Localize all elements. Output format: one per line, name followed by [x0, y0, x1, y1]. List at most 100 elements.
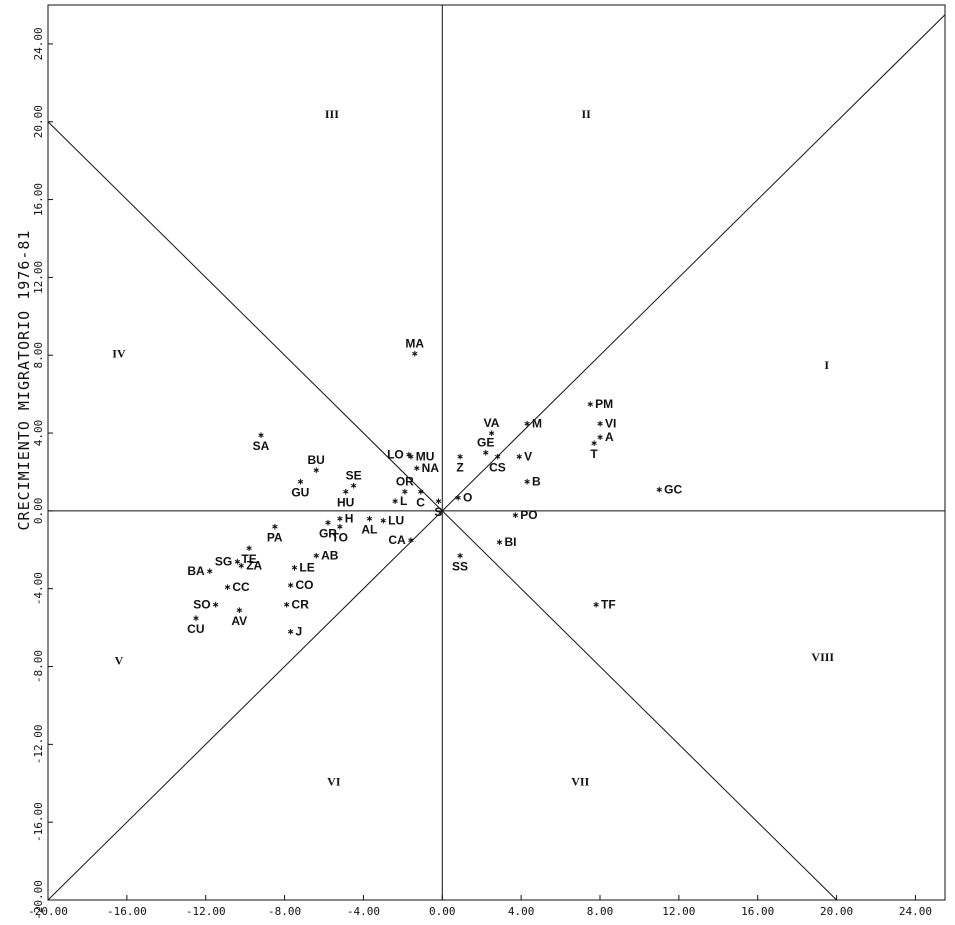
point-label: SO [193, 597, 210, 611]
data-point: ∗ PO [511, 508, 537, 522]
y-tick-label: 12.00 [32, 261, 45, 294]
point-marker: ∗ [456, 552, 464, 562]
data-point: ∗ M [523, 416, 542, 430]
data-point: ∗HU [337, 487, 354, 509]
data-point: ∗BA [187, 564, 213, 578]
x-tick-label: -16.00 [107, 905, 147, 918]
point-marker: ∗ [237, 561, 245, 571]
x-tick-label: -4.00 [347, 905, 380, 918]
reference-lines [47, 5, 946, 901]
data-point: ∗LO [387, 447, 412, 461]
point-marker: ∗ [342, 487, 350, 497]
plot-frame [47, 4, 946, 901]
y-tick-label: 16.00 [32, 183, 45, 216]
data-point: ∗CA [388, 533, 414, 547]
point-label: VA [484, 416, 500, 430]
sector-label: VIII [811, 650, 834, 664]
point-label: SA [253, 439, 270, 453]
point-label: GE [477, 436, 494, 450]
data-point: ∗ AB [312, 549, 338, 563]
data-point: ∗ CC [224, 580, 250, 594]
point-marker: ∗ [596, 433, 604, 443]
point-label: TF [601, 597, 616, 611]
data-point: ∗PA [267, 522, 283, 544]
sector-label: IV [112, 346, 126, 360]
data-point: ∗ J [287, 625, 302, 639]
sector-label: VI [327, 774, 341, 788]
point-marker: ∗ [312, 552, 320, 562]
point-marker: ∗ [523, 478, 531, 488]
data-point: ∗GE [477, 436, 494, 459]
data-point: ∗ B [523, 475, 541, 489]
point-label: CC [232, 580, 250, 594]
point-label: Z [456, 460, 463, 474]
point-label: GC [664, 482, 682, 496]
point-marker: ∗ [456, 452, 464, 462]
point-label: BA [187, 564, 205, 578]
data-point: ∗AL [361, 515, 377, 537]
point-label: A [605, 430, 614, 444]
point-label: AV [231, 614, 247, 628]
point-label: S [434, 505, 442, 519]
data-point: ∗ L [391, 494, 407, 508]
point-label: SG [215, 554, 232, 568]
sector-label: VII [571, 774, 589, 788]
y-axis-ticks: -20.00 -16.00 -12.00 -8.00 -4.00 0.00 4.00 8.00… [32, 27, 53, 920]
point-label: MU [416, 449, 435, 463]
data-point: ∗TO [332, 522, 348, 544]
point-label: CU [187, 622, 204, 636]
point-marker: ∗ [401, 487, 409, 497]
sector-label: III [325, 107, 339, 121]
y-tick-label: 0.00 [32, 498, 45, 525]
point-marker: ∗ [515, 452, 523, 462]
data-point: ∗ LU [379, 514, 404, 528]
data-point: ∗ CR [283, 597, 309, 611]
sector-label: II [582, 107, 592, 121]
point-marker: ∗ [407, 452, 415, 462]
point-label: NA [422, 461, 440, 475]
data-point: ∗ V [515, 449, 532, 463]
x-tick-label: 8.00 [587, 905, 614, 918]
sector-label: I [824, 358, 829, 372]
point-marker: ∗ [488, 429, 496, 439]
point-marker: ∗ [655, 485, 663, 495]
point-label: HU [337, 495, 354, 509]
point-label: M [532, 416, 542, 430]
y-tick-label: -16.00 [32, 802, 45, 842]
point-label: LO [387, 447, 404, 461]
data-point: ∗T [590, 439, 598, 461]
point-marker: ∗ [596, 419, 604, 429]
point-label: CO [295, 578, 313, 592]
point-label: MA [405, 336, 424, 350]
point-marker: ∗ [391, 497, 399, 507]
data-point: ∗ H [336, 512, 353, 526]
data-point: ∗OR [396, 474, 414, 497]
data-point: ∗C [416, 487, 425, 509]
data-point: ∗ A [596, 430, 614, 444]
y-tick-label: 8.00 [32, 342, 45, 369]
point-marker: ∗ [350, 482, 358, 492]
point-label: H [345, 512, 354, 526]
point-label: AL [361, 523, 377, 537]
x-tick-label: 0.00 [429, 905, 456, 918]
data-point: ∗ O [454, 490, 472, 504]
y-tick-label: -4.00 [32, 572, 45, 605]
point-label: PA [267, 530, 283, 544]
data-point: ∗GU [291, 478, 309, 500]
point-label: GU [291, 486, 309, 500]
point-marker: ∗ [405, 450, 413, 460]
point-marker: ∗ [245, 544, 253, 554]
ref-line-diagonal-positive [47, 14, 946, 901]
point-label: C [416, 495, 425, 509]
data-point: ∗ NA [413, 461, 439, 475]
x-tick-label: 4.00 [508, 905, 535, 918]
point-label: OR [396, 474, 414, 488]
point-label: PM [595, 397, 613, 411]
point-marker: ∗ [417, 487, 425, 497]
x-tick-label: 24.00 [899, 905, 932, 918]
point-marker: ∗ [224, 583, 232, 593]
point-label: SS [452, 560, 468, 574]
data-point: ∗ ZA [237, 558, 262, 572]
y-tick-label: 20.00 [32, 105, 45, 138]
